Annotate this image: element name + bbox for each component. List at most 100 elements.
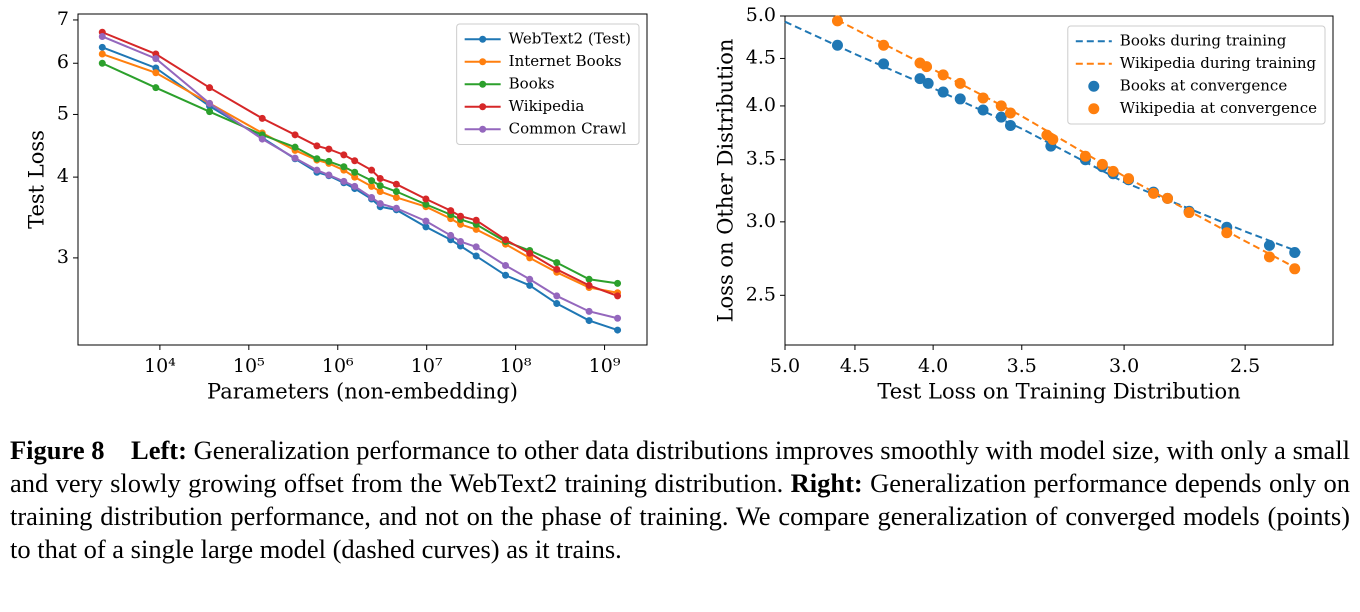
point: [351, 157, 359, 165]
point: [472, 225, 480, 233]
y-tick-label: 6: [57, 51, 69, 73]
point: [368, 182, 376, 190]
x-tick-label: 10⁴: [144, 355, 176, 377]
x-tick-label: 4.0: [918, 355, 948, 377]
y-tick-label: 5: [57, 102, 69, 124]
y-tick-label: 3.0: [746, 210, 776, 232]
legend-frame: [456, 23, 640, 145]
point: [1162, 192, 1174, 204]
point: [472, 216, 480, 224]
plot-frame: [77, 13, 648, 346]
point: [368, 177, 376, 185]
point: [258, 135, 266, 143]
point: [995, 100, 1007, 112]
point: [291, 154, 299, 162]
left-text: Generalization performance to other data…: [10, 435, 1350, 498]
point: [1096, 158, 1108, 170]
point: [206, 108, 214, 116]
x-tick-label: 10⁷: [411, 355, 443, 377]
point: [325, 171, 333, 179]
point: [937, 69, 949, 81]
point: [553, 300, 561, 308]
x-tick-label: 10⁵: [233, 355, 265, 377]
legend-marker: [479, 80, 487, 88]
point: [614, 279, 622, 287]
point: [1289, 247, 1301, 259]
legend-label: Books: [509, 74, 555, 92]
legend-label: Common Crawl: [509, 119, 627, 137]
point: [313, 166, 321, 174]
y-tick-label: 7: [57, 8, 69, 30]
point: [585, 307, 593, 315]
legend-label: Wikipedia during training: [1120, 54, 1317, 72]
legend-label: Internet Books: [509, 52, 622, 70]
y-tick-label: 4.0: [746, 94, 776, 116]
right-text: Generalization performance depends only …: [10, 468, 1350, 564]
x-tick-label: 10⁸: [500, 355, 532, 377]
legend-marker: [1088, 80, 1100, 92]
point: [954, 93, 966, 105]
point: [325, 157, 333, 165]
legend-label: Wikipedia: [509, 97, 585, 115]
x-axis-label: Parameters (non-embedding): [207, 380, 518, 404]
point: [206, 84, 214, 92]
point: [422, 195, 430, 203]
point: [1107, 165, 1119, 177]
point: [1004, 120, 1016, 132]
point: [152, 84, 160, 92]
point: [351, 168, 359, 176]
x-axis-label: Test Loss on Training Distribution: [877, 380, 1240, 404]
point: [995, 111, 1007, 123]
point: [392, 204, 400, 212]
point: [1147, 187, 1159, 199]
point: [1004, 107, 1016, 119]
y-axis-label: Loss on Other Distribution: [714, 39, 738, 323]
point: [472, 243, 480, 251]
point: [368, 193, 376, 201]
point: [313, 142, 321, 150]
point: [1047, 134, 1059, 146]
point: [954, 77, 966, 89]
point: [376, 175, 384, 183]
point: [614, 326, 622, 334]
point: [1123, 173, 1135, 185]
point: [152, 69, 160, 77]
chart: 5.0 4.5 4.0 3.5 3.0 2.5 2.5 3.0 3.5 4.0 4.5 5.0 Test…: [714, 4, 1334, 404]
x-tick-label: 10⁶: [322, 355, 354, 377]
point: [526, 249, 534, 257]
point: [258, 114, 266, 122]
point: [553, 265, 561, 273]
point: [977, 104, 989, 116]
point: [526, 275, 534, 283]
point: [376, 200, 384, 208]
point: [553, 292, 561, 300]
point: [502, 271, 510, 279]
point: [585, 281, 593, 289]
x-tick-label: 2.5: [1230, 355, 1260, 377]
right-label: Right:: [790, 468, 863, 498]
legend-label: WebText2 (Test): [509, 29, 631, 47]
point: [291, 131, 299, 139]
point: [1289, 263, 1301, 275]
point: [422, 223, 430, 231]
point: [152, 64, 160, 72]
point: [922, 77, 934, 89]
point: [1263, 251, 1275, 263]
legend: WebText2 (Test) Internet Books Books Wikipe…: [456, 23, 640, 145]
point: [831, 15, 843, 27]
legend-marker: [479, 35, 487, 43]
point: [878, 39, 890, 51]
point: [831, 39, 843, 51]
point: [422, 200, 430, 208]
point: [152, 55, 160, 63]
point: [1221, 227, 1233, 239]
point: [614, 314, 622, 322]
legend-marker: [479, 58, 487, 66]
figure: 10⁴ 10⁵ 10⁶ 10⁷ 10⁸ 10⁹ 3 4 5 6 7 Parameters (non-e…: [25, 4, 1334, 404]
point: [340, 163, 348, 171]
point: [351, 182, 359, 190]
point: [457, 238, 465, 246]
point: [340, 151, 348, 159]
point: [325, 145, 333, 153]
point: [1183, 207, 1195, 219]
